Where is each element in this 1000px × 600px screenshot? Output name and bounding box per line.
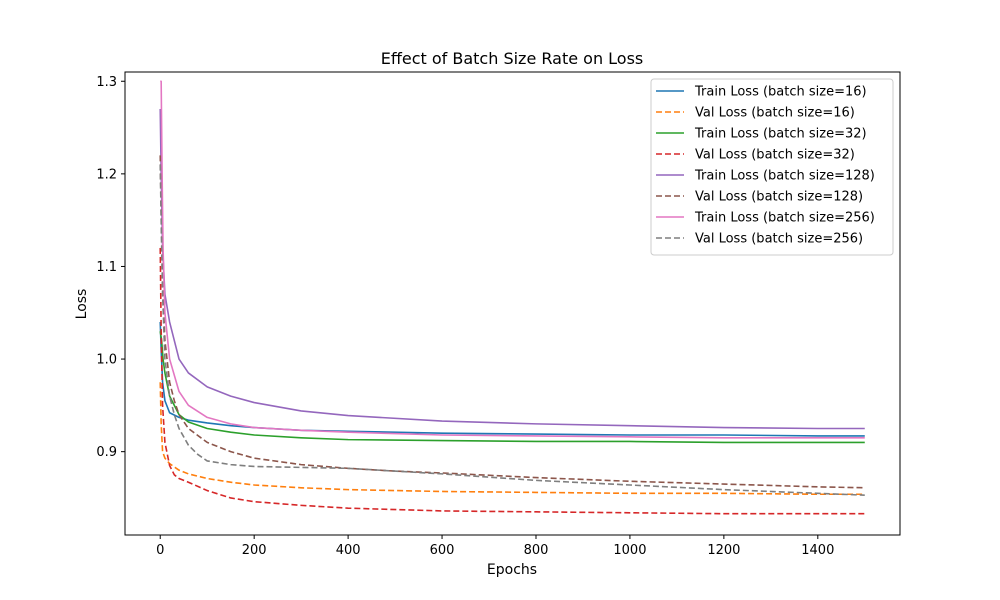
y-tick-label: 0.9 [96,445,117,460]
y-axis: 0.9 1.0 1.1 1.2 1.3 [96,75,125,460]
series-line-2 [159,382,865,496]
x-tick-label: 1200 [707,543,740,558]
legend-entry-label: Train Loss (batch size=128) [694,169,875,184]
series-line-6 [159,155,865,489]
y-tick-label: 1.1 [96,260,117,275]
x-tick-label: 800 [524,543,549,558]
series-line-3 [159,331,865,444]
x-tick-label: 200 [242,543,267,558]
y-axis-label: Loss [74,289,90,320]
chart-title: Effect of Batch Size Rate on Loss [381,49,644,68]
series-line-7 [160,80,865,439]
y-tick-label: 1.0 [96,353,117,368]
x-tick-label: 1400 [801,543,834,558]
series-line-8 [159,164,865,496]
x-tick-label: 600 [430,543,455,558]
x-tick-label: 0 [156,543,164,558]
legend-entry-label: Train Loss (batch size=16) [694,85,867,100]
x-axis-label: Epochs [487,562,537,578]
legend-entry-label: Val Loss (batch size=128) [695,190,863,205]
legend-entry-label: Train Loss (batch size=256) [694,211,875,226]
legend: Train Loss (batch size=16) Val Loss (batc… [650,78,894,256]
x-tick-label: 1000 [613,543,646,558]
x-axis: 0 200 400 600 800 1000 1200 1400 [156,535,834,558]
legend-entry-label: Val Loss (batch size=16) [695,106,855,121]
x-tick-label: 400 [336,543,361,558]
legend-entry-label: Val Loss (batch size=256) [695,232,863,247]
axes-frame [124,71,901,536]
legend-box [650,78,894,256]
y-tick-label: 1.3 [96,75,117,90]
legend-entry-label: Train Loss (batch size=32) [694,127,867,142]
series-line-1 [159,321,865,437]
series-line-4 [159,247,865,515]
plot-area [159,80,865,515]
legend-entry-label: Val Loss (batch size=32) [695,148,855,163]
y-tick-label: 1.2 [96,167,117,182]
